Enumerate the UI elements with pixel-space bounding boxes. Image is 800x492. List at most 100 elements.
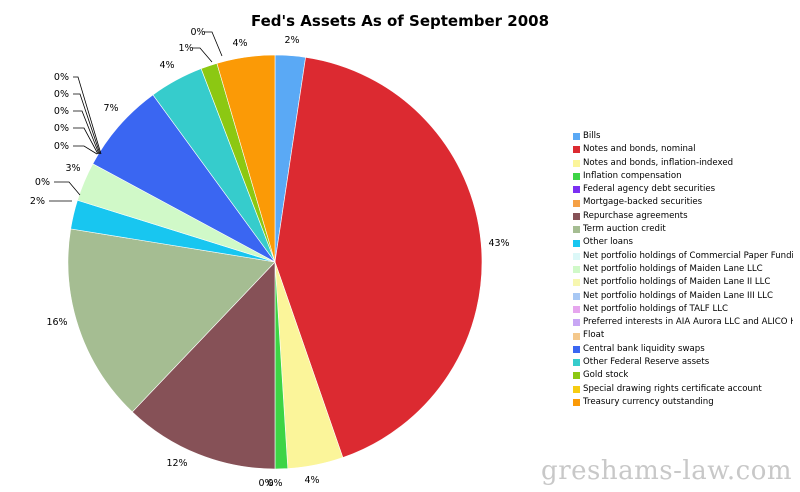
pie-slice-7 — [67, 228, 276, 413]
slice-label-11: 0% — [54, 141, 69, 152]
watermark: greshams-law.com — [541, 456, 792, 486]
legend-item: Inflation compensation — [573, 170, 793, 183]
legend-swatch — [573, 332, 580, 340]
slice-label-7: 16% — [46, 317, 67, 328]
legend-swatch — [573, 186, 580, 194]
legend-item: Mortgage-backed securities — [573, 196, 793, 209]
legend-item: Net portfolio holdings of Maiden Lane LL… — [573, 263, 793, 276]
slice-label-17: 4% — [159, 60, 174, 71]
legend-label: Other Federal Reserve assets — [583, 357, 710, 368]
slice-label-10: 3% — [65, 163, 80, 174]
legend-label: Other loans — [583, 237, 633, 248]
legend-label: Inflation compensation — [583, 170, 682, 181]
legend-swatch — [573, 306, 580, 313]
legend-swatch — [573, 385, 580, 393]
legend-label: Treasury currency outstanding — [583, 396, 714, 407]
pie-slices — [67, 54, 483, 470]
legend-item: Float — [573, 329, 793, 342]
pie-slice-20 — [216, 54, 276, 263]
legend-label: Special drawing rights certificate accou… — [583, 383, 762, 394]
legend-swatch — [573, 252, 580, 260]
slice-label-14: 0% — [54, 89, 69, 100]
legend-item: Notes and bonds, inflation-indexed — [573, 157, 793, 170]
legend-swatch — [573, 279, 580, 287]
legend-label: Notes and bonds, inflation-indexed — [583, 157, 734, 168]
legend-label: Notes and bonds, nominal — [583, 144, 696, 155]
legend-label: Gold stock — [583, 370, 629, 381]
legend-item: Gold stock — [573, 369, 793, 382]
legend-label: Repurchase agreements — [583, 210, 688, 221]
legend-swatch — [573, 133, 580, 141]
legend-label: Net portfolio holdings of Maiden Lane II… — [583, 290, 773, 301]
slice-label-19: 0% — [190, 27, 205, 38]
slice-label-13: 0% — [54, 106, 69, 117]
slice-label-9: 0% — [35, 177, 50, 188]
legend-item: Repurchase agreements — [573, 210, 793, 223]
leader-line-14 — [73, 93, 101, 155]
chart-legend: Bills Notes and bonds, nominal Notes and b… — [573, 130, 793, 409]
legend-swatch — [573, 239, 580, 247]
legend-label: Net portfolio holdings of Maiden Lane LL… — [583, 263, 763, 274]
legend-swatch — [573, 159, 580, 167]
leader-line-19 — [204, 31, 223, 57]
slice-labels: 2%43%4%0%0%12%16%2%0%3%0%0%0%0%0%7%4%1%0… — [30, 27, 510, 489]
legend-label: Term auction credit — [583, 224, 666, 235]
legend-swatch — [573, 399, 580, 407]
legend-label: Float — [583, 330, 605, 341]
legend-item: Special drawing rights certificate accou… — [573, 383, 793, 396]
legend-item: Bills — [573, 130, 793, 143]
legend-swatch — [573, 292, 580, 300]
slice-label-20: 4% — [232, 38, 247, 49]
chart-title: Fed's Assets As of September 2008 — [250, 12, 550, 30]
legend-item: Net portfolio holdings of Maiden Lane II… — [573, 276, 793, 289]
legend-swatch — [573, 146, 580, 154]
slice-label-12: 0% — [54, 123, 69, 134]
legend-swatch — [573, 266, 580, 274]
slice-label-18: 1% — [178, 43, 193, 54]
slice-label-8: 2% — [30, 196, 45, 207]
leader-line-12 — [73, 127, 99, 155]
label-leaders — [49, 31, 223, 202]
legend-swatch — [573, 226, 580, 234]
slice-label-15: 0% — [54, 72, 69, 83]
legend-label: Bills — [583, 131, 601, 141]
legend-label: Central bank liquidity swaps — [583, 343, 705, 354]
legend-item: Net portfolio holdings of TALF LLC — [573, 303, 793, 316]
legend-item: Central bank liquidity swaps — [573, 343, 793, 356]
slice-label-6: 12% — [166, 458, 187, 469]
leader-line-15 — [73, 76, 102, 155]
legend-item: Federal agency debt securities — [573, 183, 793, 196]
legend-swatch — [573, 319, 580, 327]
legend-label: Net portfolio holdings of Commercial Pap… — [583, 250, 793, 261]
legend-item: Other loans — [573, 236, 793, 249]
slice-label-0: 2% — [284, 35, 299, 46]
legend-item: Term auction credit — [573, 223, 793, 236]
legend-label: Preferred interests in AIA Aurora LLC an… — [583, 317, 793, 328]
slice-label-4: 0% — [258, 478, 273, 489]
slice-label-16: 7% — [103, 103, 118, 114]
legend-swatch — [573, 199, 580, 207]
legend-item: Notes and bonds, nominal — [573, 143, 793, 156]
legend-swatch — [573, 359, 580, 367]
leader-line-13 — [73, 110, 100, 155]
legend-label: Net portfolio holdings of Maiden Lane II… — [583, 277, 771, 288]
leader-line-11 — [73, 145, 98, 155]
slice-label-2: 4% — [304, 475, 319, 486]
legend-label: Mortgage-backed securities — [583, 197, 703, 208]
pie-slice-6 — [131, 261, 276, 470]
legend-label: Net portfolio holdings of TALF LLC — [583, 303, 729, 314]
legend-label: Federal agency debt securities — [583, 184, 716, 195]
legend-item: Net portfolio holdings of Commercial Pap… — [573, 250, 793, 263]
legend-swatch — [573, 212, 580, 220]
slice-label-5: 0% — [267, 478, 282, 489]
legend-swatch — [573, 173, 580, 181]
legend-swatch — [573, 372, 580, 380]
leader-line-18 — [192, 47, 213, 63]
legend-item: Other Federal Reserve assets — [573, 356, 793, 369]
pie-slice-1 — [274, 56, 483, 458]
legend-swatch — [573, 345, 580, 353]
slice-label-1: 43% — [488, 238, 509, 249]
legend-item: Treasury currency outstanding — [573, 396, 793, 409]
leader-line-9 — [54, 181, 81, 196]
